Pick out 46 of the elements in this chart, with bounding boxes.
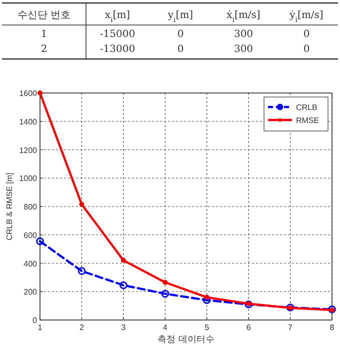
point — [162, 280, 168, 285]
text: 300 — [234, 29, 254, 40]
category-label: x$_{i}$[m] — [104, 10, 130, 24]
y-tick-label: 200 — [24, 288, 38, 297]
point — [78, 267, 86, 275]
text: 0 — [177, 44, 184, 55]
x-tick-label: 7 — [288, 323, 294, 332]
x-tick-label: 1 — [38, 323, 43, 332]
text: 0 — [177, 29, 184, 40]
point — [161, 290, 170, 298]
category-label: 수신단 번호 — [17, 10, 71, 21]
y-tick-label: 1200 — [19, 146, 38, 155]
y-tick-label: 1400 — [19, 117, 38, 126]
legend-label: CRLB — [296, 103, 318, 112]
y-tick-label: 600 — [24, 230, 38, 240]
point — [204, 294, 210, 300]
x-tick-label: 8 — [330, 323, 335, 332]
text: 0 — [303, 44, 310, 55]
text: 300 — [234, 44, 254, 55]
x-tick-label: 4 — [162, 323, 168, 332]
point — [120, 281, 128, 290]
y-tick-label: 1000 — [19, 174, 38, 184]
y-tick-label: 400 — [24, 259, 38, 268]
x-tick-label: 2 — [79, 323, 84, 332]
point — [330, 308, 334, 313]
x-tick-label: 6 — [246, 323, 252, 332]
text: -15000 — [100, 29, 136, 40]
text: -13000 — [100, 44, 136, 55]
legend-label: RMSE — [296, 116, 320, 125]
text: 0 — [303, 29, 310, 40]
y-tick-label: 0 — [32, 316, 38, 325]
point — [79, 202, 84, 207]
point — [36, 237, 44, 246]
point — [328, 305, 336, 314]
x-tick-label: 3 — [121, 323, 126, 332]
y-tick-label: 800 — [24, 202, 38, 212]
category-label: ẋ$_{i}$[m/s] — [226, 10, 260, 24]
text: 1 — [40, 29, 48, 40]
text: 2 — [40, 44, 48, 55]
y-axis-title: CRLB & RMSE [m] — [5, 172, 14, 240]
category-label: ẏ$_{i}$[m/s] — [288, 10, 324, 24]
y-tick-label: 1600 — [19, 89, 38, 98]
point — [120, 258, 126, 263]
x-axis-title: 측정 데이터수 — [158, 335, 214, 345]
category-label: y$_{i}$[m] — [166, 10, 194, 24]
x-tick-label: 5 — [204, 323, 210, 332]
